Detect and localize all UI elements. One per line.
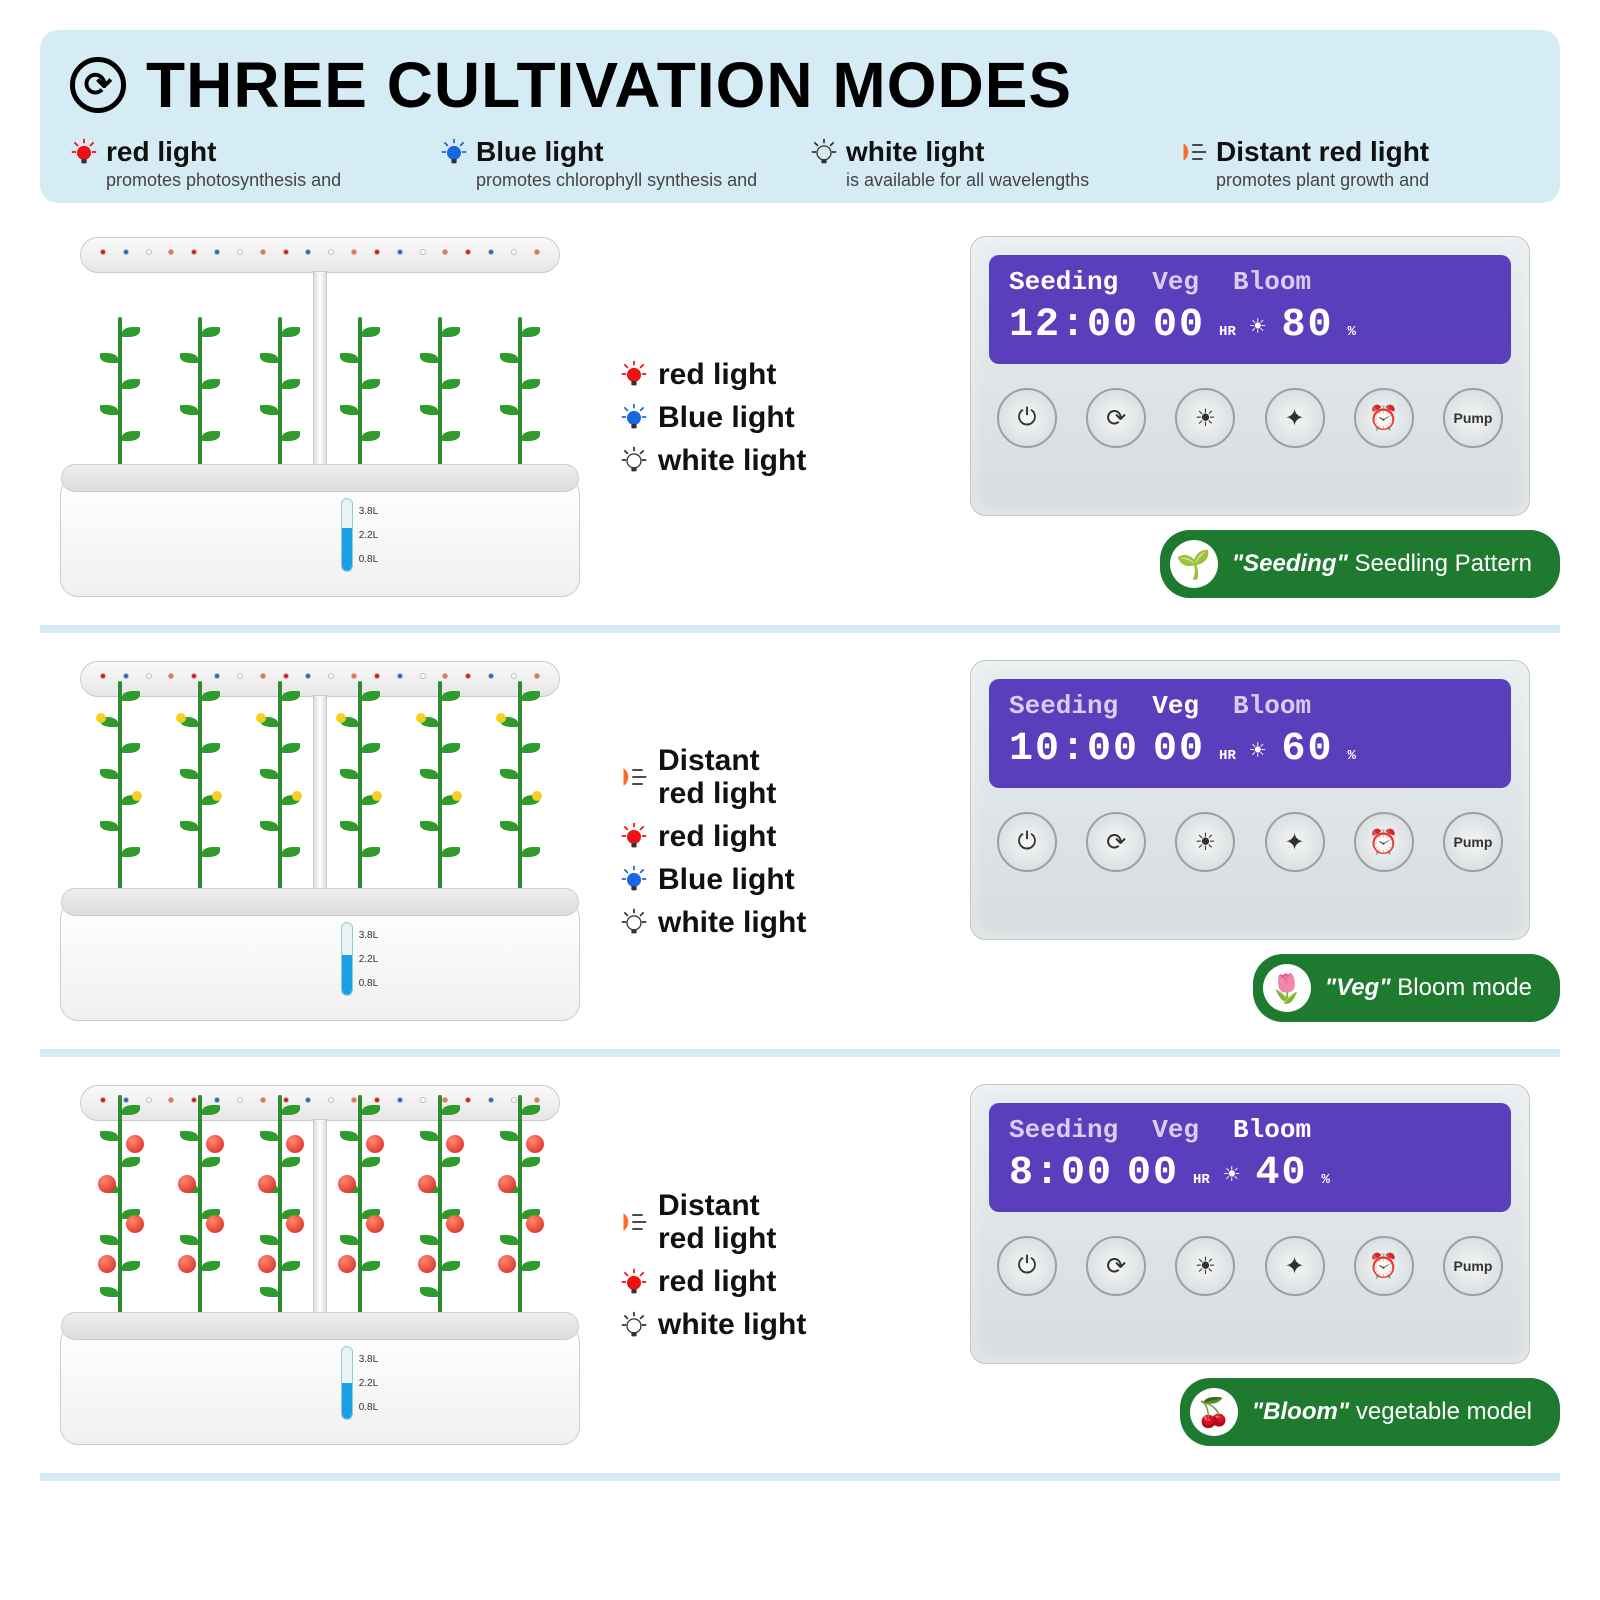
screen-time: 10:00 — [1009, 727, 1139, 772]
lcd-screen: SeedingVegBloom 8:00 00 HR ☀ 40 % — [989, 1103, 1511, 1212]
legend-name: red light — [106, 136, 216, 168]
divider — [40, 625, 1560, 633]
screen-hr: 00 — [1153, 303, 1205, 348]
light-label: red light — [658, 820, 776, 853]
screen-tab: Veg — [1152, 267, 1199, 297]
planter-device: 3.8L2.2L0.8L — [40, 651, 600, 1031]
lights-list: Distant red light red light Blue light w… — [620, 744, 920, 939]
lights-list: red light Blue light white light — [620, 358, 920, 477]
planter-device: 3.8L2.2L0.8L — [40, 1075, 600, 1455]
refresh-icon: ⟳ — [70, 57, 126, 113]
screen-tab: Veg — [1152, 691, 1199, 721]
screen-tab: Seeding — [1009, 1115, 1118, 1145]
light-label: Blue light — [658, 401, 795, 434]
panel-button-3[interactable]: ✦ — [1265, 388, 1325, 448]
legend-desc: promotes plant growth and — [1216, 170, 1530, 191]
lights-list: Distant red light red light white light — [620, 1189, 920, 1341]
panel-button-2[interactable]: ☀ — [1175, 812, 1235, 872]
panel-button-1[interactable]: ⟳ — [1086, 388, 1146, 448]
lcd-screen: SeedingVegBloom 10:00 00 HR ☀ 60 % — [989, 679, 1511, 788]
mode-badge: 🌱 "Seeding" Seedling Pattern — [1160, 530, 1560, 598]
screen-pct: 40 — [1256, 1151, 1308, 1196]
light-icon — [620, 763, 648, 791]
panel-button-1[interactable]: ⟳ — [1086, 812, 1146, 872]
legend-item: Blue light promotes chlorophyll synthesi… — [440, 136, 790, 191]
light-icon — [620, 446, 648, 474]
panel-button-5[interactable]: Pump — [1443, 812, 1503, 872]
panel-button-4[interactable]: ⏰ — [1354, 388, 1414, 448]
mode-row-1: 3.8L2.2L0.8L Distant red light red light… — [40, 637, 1560, 1045]
divider — [40, 1049, 1560, 1057]
panel-button-4[interactable]: ⏰ — [1354, 812, 1414, 872]
lcd-screen: SeedingVegBloom 12:00 00 HR ☀ 80 % — [989, 255, 1511, 364]
mode-row-0: 3.8L2.2L0.8L red light Blue light white … — [40, 213, 1560, 621]
legend-icon — [1180, 138, 1208, 166]
light-label: white light — [658, 906, 806, 939]
page-title: THREE CULTIVATION MODES — [146, 48, 1072, 122]
screen-tab: Bloom — [1233, 691, 1311, 721]
light-label: white light — [658, 1308, 806, 1341]
legend-desc: promotes chlorophyll synthesis and — [476, 170, 790, 191]
light-icon — [620, 1311, 648, 1339]
panel-button-1[interactable]: ⟳ — [1086, 1236, 1146, 1296]
screen-time: 12:00 — [1009, 303, 1139, 348]
legend-icon — [440, 138, 468, 166]
light-label: Distant red light — [658, 744, 776, 810]
legend-name: Blue light — [476, 136, 604, 168]
screen-tab: Veg — [1152, 1115, 1199, 1145]
mode-row-2: 3.8L2.2L0.8L Distant red light red light… — [40, 1061, 1560, 1469]
screen-pct: 80 — [1282, 303, 1334, 348]
panel-button-3[interactable]: ✦ — [1265, 1236, 1325, 1296]
screen-time: 8:00 — [1009, 1151, 1113, 1196]
light-icon — [620, 1268, 648, 1296]
light-icon — [620, 908, 648, 936]
screen-tab: Seeding — [1009, 691, 1118, 721]
badge-icon: 🍒 — [1190, 1388, 1238, 1436]
panel-button-3[interactable]: ✦ — [1265, 812, 1325, 872]
mode-badge: 🌷 "Veg" Bloom mode — [1253, 954, 1560, 1022]
screen-hr: 00 — [1153, 727, 1205, 772]
light-icon — [620, 865, 648, 893]
legend-icon — [70, 138, 98, 166]
mode-badge: 🍒 "Bloom" vegetable model — [1180, 1378, 1560, 1446]
control-panel: SeedingVegBloom 12:00 00 HR ☀ 80 % ⏻⟳☀✦⏰… — [970, 236, 1530, 516]
planter-device: 3.8L2.2L0.8L — [40, 227, 600, 607]
light-label: Distant red light — [658, 1189, 776, 1255]
legend-item: Distant red light promotes plant growth … — [1180, 136, 1530, 191]
control-panel: SeedingVegBloom 10:00 00 HR ☀ 60 % ⏻⟳☀✦⏰… — [970, 660, 1530, 940]
panel-button-5[interactable]: Pump — [1443, 388, 1503, 448]
legend-item: white light is available for all wavelen… — [810, 136, 1160, 191]
panel-button-0[interactable]: ⏻ — [997, 1236, 1057, 1296]
legend-item: red light promotes photosynthesis and — [70, 136, 420, 191]
panel-button-2[interactable]: ☀ — [1175, 1236, 1235, 1296]
screen-tab: Bloom — [1233, 1115, 1311, 1145]
panel-button-4[interactable]: ⏰ — [1354, 1236, 1414, 1296]
panel-button-5[interactable]: Pump — [1443, 1236, 1503, 1296]
light-label: Blue light — [658, 863, 795, 896]
panel-button-0[interactable]: ⏻ — [997, 812, 1057, 872]
light-icon — [620, 822, 648, 850]
header: ⟳ THREE CULTIVATION MODES red light prom… — [40, 30, 1560, 203]
light-icon — [620, 360, 648, 388]
badge-icon: 🌱 — [1170, 540, 1218, 588]
panel-button-0[interactable]: ⏻ — [997, 388, 1057, 448]
screen-tab: Bloom — [1233, 267, 1311, 297]
control-panel: SeedingVegBloom 8:00 00 HR ☀ 40 % ⏻⟳☀✦⏰P… — [970, 1084, 1530, 1364]
badge-icon: 🌷 — [1263, 964, 1311, 1012]
light-icon — [620, 403, 648, 431]
legend-name: Distant red light — [1216, 136, 1429, 168]
light-icon — [620, 1208, 648, 1236]
light-label: red light — [658, 1265, 776, 1298]
screen-hr: 00 — [1127, 1151, 1179, 1196]
light-label: red light — [658, 358, 776, 391]
legend-icon — [810, 138, 838, 166]
panel-button-2[interactable]: ☀ — [1175, 388, 1235, 448]
screen-pct: 60 — [1282, 727, 1334, 772]
legend-desc: is available for all wavelengths — [846, 170, 1160, 191]
legend-name: white light — [846, 136, 984, 168]
light-label: white light — [658, 444, 806, 477]
legend-desc: promotes photosynthesis and — [106, 170, 420, 191]
screen-tab: Seeding — [1009, 267, 1118, 297]
divider — [40, 1473, 1560, 1481]
